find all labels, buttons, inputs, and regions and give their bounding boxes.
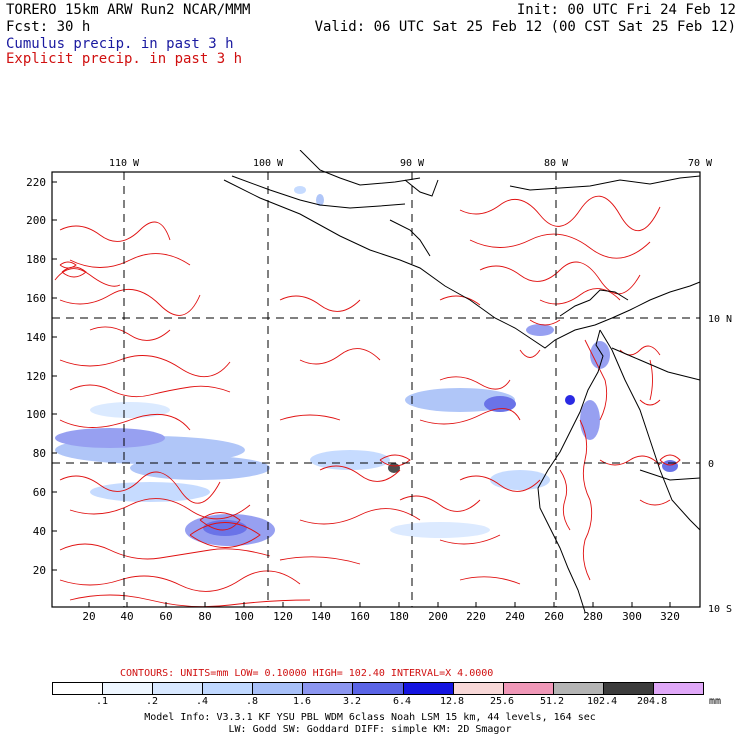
colorbar-swatch bbox=[102, 683, 153, 694]
init-time: Init: 00 UTC Fri 24 Feb 12 bbox=[516, 2, 736, 18]
y-tick: 160 bbox=[26, 292, 46, 305]
top-longitude-labels: 110 W 100 W 90 W 80 W 70 W bbox=[109, 158, 713, 169]
colorbar-swatch bbox=[452, 683, 503, 694]
cumulus-field-label: Cumulus precip. in past 3 h bbox=[6, 36, 234, 52]
lat-lon-grid bbox=[52, 172, 700, 607]
x-tick: 240 bbox=[505, 610, 525, 620]
colorbar-label: 204.8 bbox=[637, 696, 668, 707]
colorbar-label: .8 bbox=[245, 696, 259, 707]
y-tick: 20 bbox=[33, 564, 46, 577]
x-tick: 180 bbox=[389, 610, 409, 620]
y-tick: 100 bbox=[26, 408, 46, 421]
x-tick: 80 bbox=[198, 610, 211, 620]
colorbar-swatch bbox=[252, 683, 303, 694]
x-tick: 260 bbox=[544, 610, 564, 620]
lon-label-110w: 110 W bbox=[109, 158, 140, 169]
explicit-field-label: Explicit precip. in past 3 h bbox=[6, 51, 243, 67]
lon-label-70w: 70 W bbox=[688, 158, 713, 169]
colorbar-swatch bbox=[402, 683, 453, 694]
colorbar-swatch bbox=[652, 683, 704, 694]
colorbar-swatch bbox=[502, 683, 553, 694]
left-grid-indices: 220 200 180 160 140 120 100 80 60 40 20 bbox=[26, 176, 46, 577]
x-tick: 200 bbox=[428, 610, 448, 620]
colorbar-unit: mm bbox=[709, 696, 722, 707]
x-tick: 160 bbox=[350, 610, 370, 620]
y-tick: 220 bbox=[26, 176, 46, 189]
explicit-precip-contours bbox=[54, 195, 681, 608]
contour-info: CONTOURS: UNITS=mm LOW= 0.10000 HIGH= 10… bbox=[120, 668, 494, 679]
model-title: TORERO 15km ARW Run2 NCAR/MMM bbox=[6, 2, 251, 18]
colorbar-label: .1 bbox=[95, 696, 109, 707]
y-tick: 180 bbox=[26, 253, 46, 266]
colorbar-swatch bbox=[53, 683, 103, 694]
x-tick: 140 bbox=[311, 610, 331, 620]
x-tick: 120 bbox=[273, 610, 293, 620]
y-tick: 140 bbox=[26, 331, 46, 344]
colorbar-labels: .1 .2 .4 .8 1.6 3.2 6.4 12.8 25.6 51.2 102.4 204.8 bbox=[52, 696, 702, 708]
model-info-line1: Model Info: V3.3.1 KF YSU PBL WDM 6class… bbox=[144, 712, 596, 723]
lon-label-100w: 100 W bbox=[253, 158, 284, 169]
colorbar-swatch bbox=[602, 683, 653, 694]
x-tick: 100 bbox=[234, 610, 254, 620]
x-tick: 300 bbox=[622, 610, 642, 620]
y-tick: 40 bbox=[33, 525, 46, 538]
lon-label-90w: 90 W bbox=[400, 158, 425, 169]
colorbar-label: 25.6 bbox=[489, 696, 515, 707]
colorbar-swatch bbox=[302, 683, 353, 694]
x-tick: 280 bbox=[583, 610, 603, 620]
right-latitude-labels: 10 N 0 10 S bbox=[708, 314, 732, 615]
y-tick: 200 bbox=[26, 214, 46, 227]
bottom-grid-indices: 20 40 60 80 100 120 140 160 180 200 220 … bbox=[82, 610, 680, 620]
colorbar bbox=[52, 682, 704, 695]
x-tick: 220 bbox=[466, 610, 486, 620]
map-frame bbox=[51, 171, 701, 608]
colorbar-label: 1.6 bbox=[292, 696, 312, 707]
forecast-hour: Fcst: 30 h bbox=[6, 19, 91, 35]
x-tick: 60 bbox=[159, 610, 172, 620]
lat-label-0: 0 bbox=[708, 459, 714, 470]
colorbar-label: 12.8 bbox=[439, 696, 465, 707]
lat-label-10n: 10 N bbox=[708, 314, 732, 325]
colorbar-label: 6.4 bbox=[392, 696, 412, 707]
colorbar-swatch bbox=[552, 683, 603, 694]
y-tick: 60 bbox=[33, 486, 46, 499]
coastlines bbox=[223, 150, 701, 613]
colorbar-label: 102.4 bbox=[587, 696, 618, 707]
colorbar-label: 51.2 bbox=[539, 696, 565, 707]
colorbar-swatch bbox=[152, 683, 203, 694]
lon-label-80w: 80 W bbox=[544, 158, 569, 169]
valid-time: Valid: 06 UTC Sat 25 Feb 12 (00 CST Sat … bbox=[314, 19, 736, 35]
x-tick: 20 bbox=[82, 610, 95, 620]
x-tick: 320 bbox=[660, 610, 680, 620]
x-tick: 40 bbox=[120, 610, 133, 620]
y-tick: 120 bbox=[26, 370, 46, 383]
axis-ticks bbox=[52, 181, 671, 607]
y-tick: 80 bbox=[33, 447, 46, 460]
lat-label-10s: 10 S bbox=[708, 604, 732, 615]
colorbar-label: 3.2 bbox=[342, 696, 362, 707]
colorbar-label: .2 bbox=[145, 696, 159, 707]
precip-map: 110 W 100 W 90 W 80 W 70 W 10 N 0 10 S 2… bbox=[26, 150, 732, 620]
model-info-line2: LW: Godd SW: Goddard DIFF: simple KM: 2D… bbox=[228, 724, 512, 735]
colorbar-swatch bbox=[352, 683, 403, 694]
colorbar-swatch bbox=[202, 683, 253, 694]
colorbar-label: .4 bbox=[195, 696, 209, 707]
cumulus-precip-shading bbox=[55, 186, 678, 546]
